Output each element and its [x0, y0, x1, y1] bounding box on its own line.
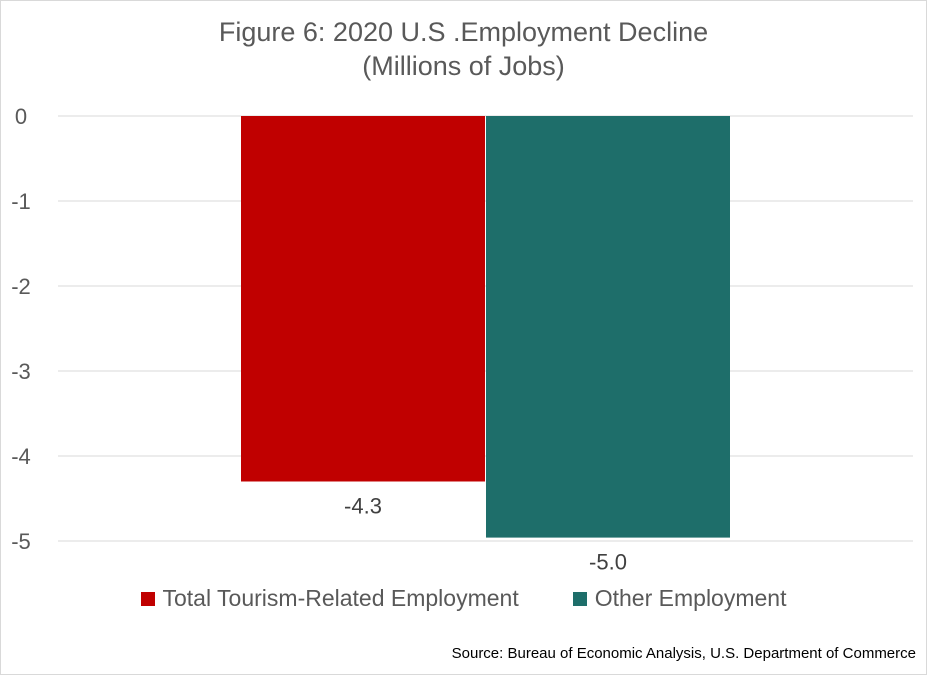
- chart-title-block: Figure 6: 2020 U.S .Employment Decline (…: [1, 15, 926, 83]
- y-tick-label: -1: [11, 189, 31, 214]
- legend-item-tourism: Total Tourism-Related Employment: [140, 585, 519, 612]
- y-tick-label: -4: [11, 444, 31, 469]
- legend-label-tourism: Total Tourism-Related Employment: [162, 585, 519, 611]
- data-label: -5.0: [589, 550, 627, 575]
- chart-subtitle: (Millions of Jobs): [362, 51, 565, 81]
- chart-title: Figure 6: 2020 U.S .Employment Decline: [218, 17, 709, 47]
- legend: Total Tourism-Related Employment Other E…: [1, 585, 926, 612]
- y-tick-label: -2: [11, 274, 31, 299]
- legend-item-other: Other Employment: [572, 585, 787, 612]
- y-tick-label: -5: [11, 529, 31, 554]
- legend-swatch-other: [572, 591, 587, 606]
- source-note: Source: Bureau of Economic Analysis, U.S…: [451, 645, 916, 662]
- legend-swatch-tourism: [140, 591, 155, 606]
- y-tick-label: -3: [11, 359, 31, 384]
- bar: [486, 116, 730, 538]
- legend-label-other: Other Employment: [594, 585, 787, 611]
- y-tick-label: 0: [15, 104, 27, 129]
- data-label: -4.3: [344, 494, 382, 519]
- bar: [241, 116, 485, 482]
